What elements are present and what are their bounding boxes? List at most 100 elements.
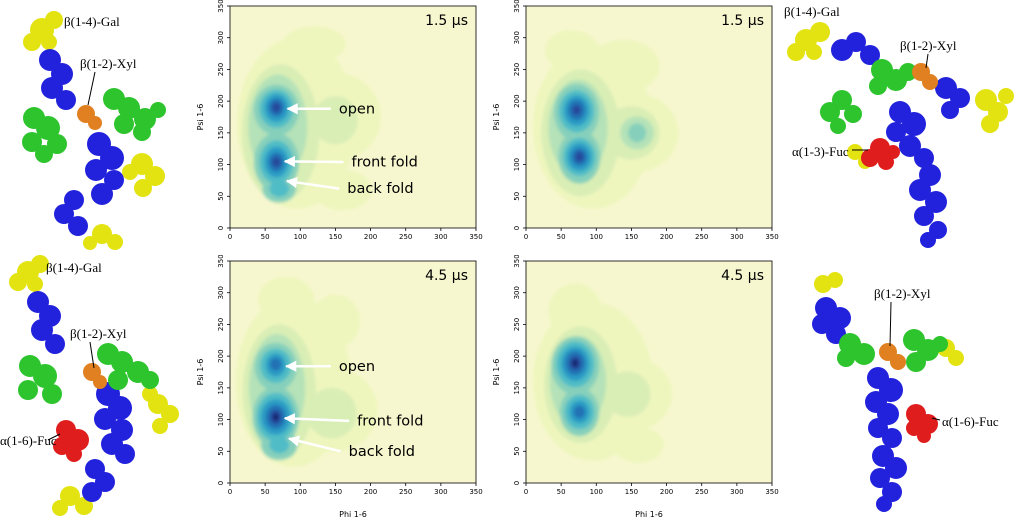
x-tick-label: 50 [261,233,270,241]
fuc-pointer-line [931,417,941,421]
y-axis-label: Psi 1-6 [196,104,205,131]
time-label: 4.5 μs [425,268,468,284]
y-tick-label: 300 [217,286,225,299]
density-contours [533,30,679,209]
xyl-residues [22,88,166,163]
fuc-label: α(1-6)-Fuc [942,414,999,429]
fuc-pointer-line [47,433,61,441]
gal-label: β(1-4)-Gal [46,260,102,275]
annotation-arrow [283,155,344,168]
gal-residues [9,255,179,516]
x-tick-label: 50 [557,488,566,496]
y-tick-label: 200 [513,94,521,107]
time-label: 1.5 μs [425,13,468,29]
xyl-label: β(1-2)-Xyl [80,56,137,71]
density-contour [307,387,357,439]
x-tick-label: 50 [261,488,270,496]
x-tick-label: 0 [228,488,232,496]
xyl12-residue [83,363,107,389]
x-tick-label: 200 [364,233,377,241]
y-tick-label: 50 [513,447,521,456]
y-tick-label: 0 [217,226,225,230]
xyl-residues [820,59,917,134]
xyl-residues [837,329,948,372]
density-contour [589,39,660,93]
density-contour [272,156,281,168]
y-tick-label: 100 [217,413,225,426]
fuc-residue [53,420,89,462]
x-tick-label: 100 [294,488,307,496]
y-tick-label: 50 [217,192,225,201]
annotation-label: open [339,101,375,117]
annotation-label: front fold [357,413,423,429]
molecule-image-xxlg: β(1-4)-Gal β(1-2)-Xyl [22,11,166,250]
y-tick-label: 350 [513,0,521,13]
gal-label: β(1-4)-Gal [784,4,840,19]
annotation-arrow [287,435,341,453]
x-tick-label: 250 [695,233,708,241]
density-contours [533,283,673,463]
molecule-image-xlfg-a16: β(1-4)-Gal β(1-2)-Xyl α(1-6)-Fuc [0,255,179,516]
density-plot-xxlg-1-5us: 0 50 100 150 200 250 300 350 0 50 100 150 200 250 300 3… [196,0,483,241]
y-tick-label: 50 [513,192,521,201]
xyl-label: β(1-2)-Xyl [70,326,127,341]
molecule-panel-top-left: β(1-4)-Gal β(1-2)-Xyl [2,2,198,252]
x-tick-label: 50 [557,233,566,241]
fuc-label: α(1-6)-Fuc [0,433,57,448]
x-tick-label: 150 [329,233,342,241]
x-tick-label: 250 [695,488,708,496]
density-plot-fuc-1-5us: 0 50 100 150 200 250 300 350 0 50 100 150 200 250 300 3… [492,0,779,241]
y-axis-label: Psi 1-6 [196,359,205,386]
density-contour [575,151,584,163]
xyl12-residue [912,63,938,90]
xyl12-residue [77,105,102,130]
fuc-label: α(1-3)-Fuc [792,144,849,159]
y-tick-label: 250 [513,318,521,331]
density-contour [272,413,279,421]
time-label: 4.5 μs [721,268,764,284]
x-axis-label: Phi 1-6 [339,510,367,519]
y-tick-label: 250 [217,63,225,76]
density-contour [312,169,372,211]
density-contour [572,359,579,367]
fuc-residue [906,404,938,443]
density-contour [544,30,599,71]
density-contour [572,104,581,116]
x-tick-label: 200 [660,488,673,496]
fuc-residue [861,138,900,170]
annotation-arrow [283,413,350,425]
x-axis-label: Phi 1-6 [635,510,663,519]
y-tick-label: 0 [513,481,521,485]
y-axis-label: Psi 1-6 [492,359,501,386]
y-tick-label: 350 [217,0,225,13]
xyl12-residue [879,343,906,370]
y-tick-label: 300 [513,286,521,299]
x-tick-label: 250 [399,233,412,241]
density-contour [573,405,586,419]
density-plot-xxlg-4-5us: 0 50 100 150 200 250 300 350 0 50 100 150 200 250 300 3… [196,255,483,519]
y-tick-label: 250 [217,318,225,331]
x-tick-label: 300 [434,488,447,496]
y-tick-label: 0 [217,481,225,485]
density-contour [627,123,647,143]
gal-residues [787,22,1014,169]
x-tick-label: 100 [294,233,307,241]
xyl-pointer-line [87,71,96,106]
x-tick-label: 350 [469,233,482,241]
y-tick-label: 200 [217,349,225,362]
density-contour [282,26,346,62]
y-tick-label: 100 [513,413,521,426]
molecule-panel-bottom-right: β(1-2)-Xyl α(1-6)-Fuc [788,256,1024,522]
y-tick-label: 150 [217,381,225,394]
xyl-pointer-line [925,53,929,69]
y-tick-label: 100 [217,158,225,171]
density-contours [235,276,378,468]
x-tick-label: 150 [625,488,638,496]
y-tick-label: 150 [513,381,521,394]
density-contour [605,371,651,418]
annotation-label: back fold [349,444,415,460]
xyl-label: β(1-2)-Xyl [900,38,957,53]
density-contour [272,102,281,113]
x-tick-label: 150 [625,233,638,241]
molecule-panel-bottom-left: β(1-4)-Gal β(1-2)-Xyl α(1-6)-Fuc [0,254,200,524]
